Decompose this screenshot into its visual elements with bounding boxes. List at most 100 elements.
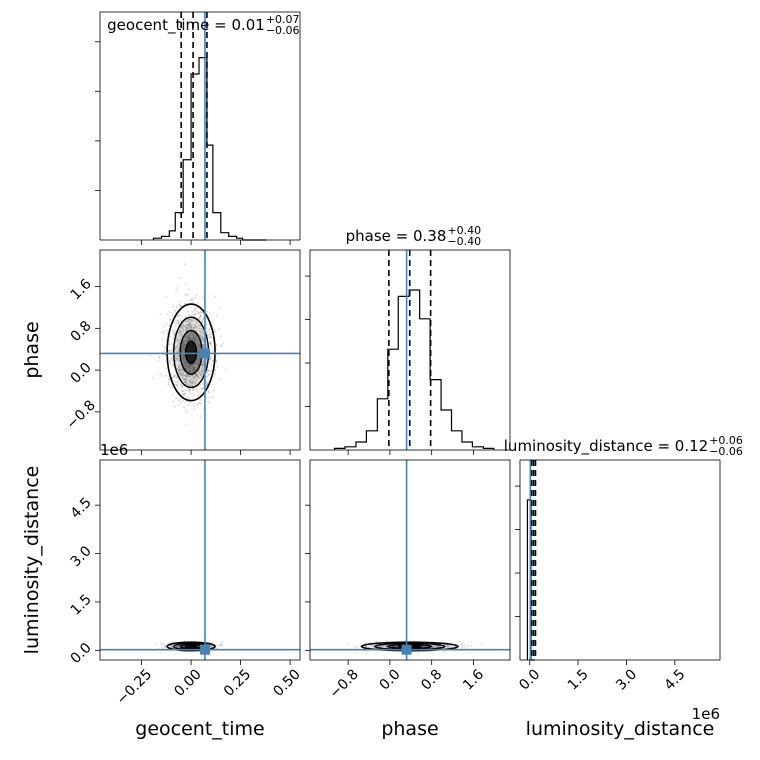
title-phase-sub: −0.40	[447, 235, 481, 248]
scatter-phase-vs-geocent_time-sample-point	[206, 375, 209, 378]
scatter-phase-vs-geocent_time-sample-point	[207, 390, 210, 393]
scatter-phase-vs-geocent_time-sample-point	[188, 389, 191, 392]
scatter-phase-vs-geocent_time-sample-point	[180, 332, 183, 335]
hist-luminosity_distance-frame	[519, 459, 721, 661]
scatter-phase-vs-geocent_time-sample-point	[178, 369, 181, 371]
scatter-luminosity_distance-vs-phase-sample-point	[434, 644, 437, 647]
scatter-phase-vs-geocent_time-sample-point	[185, 320, 188, 323]
scatter-luminosity_distance-vs-phase-sample-point	[382, 644, 385, 647]
scatter-phase-vs-geocent_time-sample-point	[209, 333, 212, 336]
scatter-phase-vs-geocent_time-sample-point	[183, 364, 185, 367]
scatter-phase-vs-geocent_time-sample-point	[202, 340, 205, 342]
scatter-phase-vs-geocent_time-sample-point	[186, 323, 189, 326]
scatter-phase-vs-geocent_time-sample-point	[197, 350, 199, 352]
scatter-phase-vs-geocent_time-sample-point	[182, 354, 185, 357]
xtick-label-geocent_time: 0.00	[171, 666, 204, 699]
scatter-phase-vs-geocent_time-sample-point	[182, 359, 185, 362]
scatter-phase-vs-geocent_time-sample-point	[196, 353, 199, 356]
scatter-phase-vs-geocent_time-sample-point	[182, 346, 184, 348]
scatter-phase-vs-geocent_time-sample-point	[169, 335, 172, 338]
scatter-phase-vs-geocent_time-sample-point	[208, 373, 211, 376]
xtick-label-geocent_time: −0.25	[114, 666, 156, 708]
scatter-phase-vs-geocent_time-sample-point	[171, 393, 174, 396]
hist-geocent_time-steps	[152, 57, 267, 241]
ylabel-phase: phase	[21, 321, 43, 378]
scatter-phase-vs-geocent_time-sample-point	[183, 348, 186, 351]
scatter-phase-vs-geocent_time-sample-point	[188, 369, 191, 372]
scatter-phase-vs-geocent_time-sample-point	[197, 363, 200, 366]
scatter-phase-vs-geocent_time-sample-point	[192, 367, 195, 370]
scatter-phase-vs-geocent_time-sample-point	[190, 330, 193, 333]
scatter-phase-vs-geocent_time-sample-point	[185, 381, 188, 384]
scatter-phase-vs-geocent_time-sample-point	[187, 404, 190, 406]
scatter-phase-vs-geocent_time-sample-point	[169, 318, 172, 321]
scatter-phase-vs-geocent_time-sample-point	[193, 369, 196, 372]
title-geocent_time-main: geocent_time = 0.01	[107, 16, 265, 35]
scatter-phase-vs-geocent_time-sample-point	[184, 380, 187, 383]
scatter-phase-vs-geocent_time-sample-point	[197, 359, 200, 361]
scatter-phase-vs-geocent_time-sample-point	[206, 310, 209, 313]
scatter-luminosity_distance-vs-phase-sample-point	[454, 645, 457, 648]
scatter-phase-vs-geocent_time-sample-point	[187, 338, 190, 341]
scatter-phase-vs-geocent_time-sample-point	[200, 314, 202, 317]
scatter-phase-vs-geocent_time-sample-point	[193, 368, 196, 371]
scatter-phase-vs-geocent_time-sample-point	[202, 364, 205, 367]
scatter-phase-vs-geocent_time-sample-point	[202, 317, 205, 320]
scatter-phase-vs-geocent_time-sample-point	[175, 383, 178, 386]
scatter-phase-vs-geocent_time-sample-point	[181, 390, 184, 393]
scatter-phase-vs-geocent_time-sample-point	[186, 336, 188, 339]
scatter-phase-vs-geocent_time-sample-point	[188, 379, 191, 382]
scatter-phase-vs-geocent_time-sample-point	[178, 359, 180, 362]
scatter-phase-vs-geocent_time-sample-point	[188, 370, 191, 373]
scatter-phase-vs-geocent_time-sample-point	[202, 318, 205, 320]
scatter-phase-vs-geocent_time-sample-point	[188, 336, 191, 339]
scatter-phase-vs-geocent_time-sample-point	[196, 302, 199, 305]
scatter-luminosity_distance-vs-phase-sample-point	[379, 645, 381, 648]
scatter-luminosity_distance-vs-phase-sample-point	[436, 645, 439, 647]
scatter-phase-vs-geocent_time-sample-point	[186, 293, 189, 296]
scatter-phase-vs-geocent_time-sample-point	[210, 341, 212, 344]
scatter-phase-vs-geocent_time-sample-point	[185, 389, 188, 392]
scatter-phase-vs-geocent_time-sample-point	[184, 378, 187, 381]
scatter-phase-vs-geocent_time-sample-point	[214, 369, 217, 372]
scatter-phase-vs-geocent_time-sample-point	[206, 372, 208, 374]
scatter-phase-vs-geocent_time-sample-point	[198, 317, 201, 320]
scatter-phase-vs-geocent_time-sample-point	[188, 375, 191, 378]
scatter-phase-vs-geocent_time-sample-point	[185, 375, 187, 378]
scatter-phase-vs-geocent_time-sample-point	[192, 333, 195, 335]
scatter-phase-vs-geocent_time-sample-point	[189, 326, 192, 329]
scatter-phase-vs-geocent_time-sample-point	[199, 391, 202, 394]
scatter-luminosity_distance-vs-phase-sample-point	[470, 644, 473, 647]
scatter-phase-vs-geocent_time-sample-point	[194, 324, 196, 327]
scatter-phase-vs-geocent_time-sample-point	[194, 380, 197, 383]
scatter-phase-vs-geocent_time-sample-point	[193, 326, 196, 329]
scatter-luminosity_distance-vs-phase-sample-point	[379, 645, 382, 647]
scatter-phase-vs-geocent_time-sample-point	[200, 373, 202, 375]
scatter-phase-vs-geocent_time-sample-point	[201, 338, 204, 341]
scatter-phase-vs-geocent_time-sample-point	[195, 294, 198, 296]
scatter-phase-vs-geocent_time-sample-point	[194, 308, 196, 311]
scatter-phase-vs-geocent_time-sample-point	[202, 387, 205, 390]
scatter-phase-vs-geocent_time-sample-point	[185, 378, 188, 381]
scatter-phase-vs-geocent_time-sample-point	[180, 368, 183, 371]
scatter-phase-vs-geocent_time-sample-point	[182, 378, 185, 381]
scatter-phase-vs-geocent_time-sample-point	[191, 368, 194, 371]
scatter-phase-vs-geocent_time-sample-point	[184, 339, 187, 342]
scatter-phase-vs-geocent_time-contour-0	[166, 303, 216, 402]
scatter-phase-vs-geocent_time-sample-point	[191, 377, 194, 379]
scatter-phase-vs-geocent_time-sample-point	[182, 360, 185, 363]
scatter-phase-vs-geocent_time-sample-point	[200, 367, 203, 370]
scatter-phase-vs-geocent_time-sample-point	[181, 389, 184, 392]
scatter-phase-vs-geocent_time-sample-point	[181, 350, 184, 352]
scatter-phase-vs-geocent_time-sample-point	[184, 381, 187, 384]
scatter-phase-vs-geocent_time-sample-point	[179, 333, 181, 336]
scatter-phase-vs-geocent_time-sample-point	[184, 381, 187, 384]
scatter-luminosity_distance-vs-phase-sample-point	[395, 645, 397, 648]
scatter-phase-vs-geocent_time-sample-point	[195, 387, 198, 390]
scatter-phase-vs-geocent_time-sample-point	[201, 369, 204, 372]
scatter-phase-vs-geocent_time-sample-point	[201, 366, 204, 369]
scatter-phase-vs-geocent_time-sample-point	[182, 341, 185, 344]
scatter-phase-vs-geocent_time-sample-point	[197, 343, 200, 346]
xtick-label-phase: 0.8	[418, 666, 445, 693]
scatter-phase-vs-geocent_time-sample-point	[205, 344, 208, 346]
